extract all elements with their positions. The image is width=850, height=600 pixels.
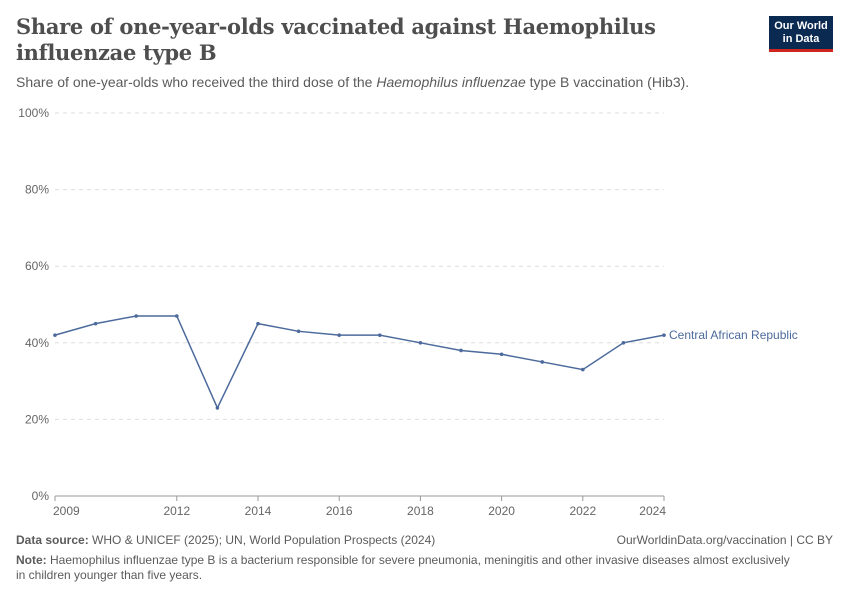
chart-title: Share of one-year-olds vaccinated agains… — [16, 14, 656, 65]
y-tick-label: 100% — [18, 106, 49, 120]
data-point — [337, 333, 342, 337]
data-point — [378, 333, 382, 337]
series-line — [54, 315, 665, 410]
x-tick-label: 2022 — [569, 504, 596, 518]
data-point — [540, 360, 544, 364]
data-point — [175, 314, 179, 318]
data-point — [296, 329, 301, 334]
y-tick-label: 60% — [25, 259, 49, 273]
note-text: Haemophilus influenzae type B is a bacte… — [16, 553, 790, 582]
data-point — [499, 352, 504, 357]
x-tick-label: 2012 — [163, 504, 190, 518]
x-tick-label: 2014 — [245, 504, 272, 518]
data-point — [621, 341, 626, 345]
data-point — [662, 333, 666, 337]
y-tick-label: 0% — [32, 489, 50, 503]
data-point — [256, 321, 260, 326]
subtitle-text-end: type B vaccination (Hib3). — [525, 74, 690, 90]
y-tick-label: 80% — [25, 183, 49, 197]
y-tick-label: 40% — [25, 336, 49, 350]
x-tick-label: 2020 — [488, 504, 515, 518]
data-point — [215, 406, 220, 410]
source-link[interactable]: OurWorldinData.org/vaccination | CC BY — [616, 533, 833, 547]
data-point — [581, 367, 585, 372]
logo-line1: Our World — [774, 20, 828, 32]
y-tick-label: 20% — [25, 412, 49, 426]
data-source: Data source: WHO & UNICEF (2025); UN, Wo… — [16, 533, 435, 547]
chart-subtitle: Share of one-year-olds who received the … — [16, 74, 689, 90]
data-point — [93, 321, 98, 326]
owid-logo[interactable]: Our World in Data — [769, 16, 833, 52]
x-tick-label: 2024 — [639, 504, 666, 518]
data-point — [53, 333, 57, 337]
x-tick-label: 2016 — [326, 504, 353, 518]
data-point — [134, 314, 138, 318]
series-label: Central African Republic — [669, 328, 798, 342]
source-label: Data source: — [16, 533, 89, 547]
x-tick-label: 2018 — [407, 504, 434, 518]
logo-line2: in Data — [782, 33, 820, 45]
note: Note: Haemophilus influenzae type B is a… — [16, 553, 796, 583]
source-text: WHO & UNICEF (2025); UN, World Populatio… — [88, 533, 436, 547]
subtitle-text: Share of one-year-olds who received the … — [16, 74, 377, 90]
x-tick-label: 2009 — [53, 504, 80, 518]
note-label: Note: — [16, 553, 47, 567]
subtitle-italic: Haemophilus influenzae — [376, 74, 526, 90]
data-point — [418, 341, 423, 345]
data-point — [459, 348, 463, 353]
